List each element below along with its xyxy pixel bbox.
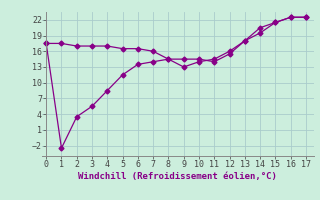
X-axis label: Windchill (Refroidissement éolien,°C): Windchill (Refroidissement éolien,°C) [78,172,277,181]
